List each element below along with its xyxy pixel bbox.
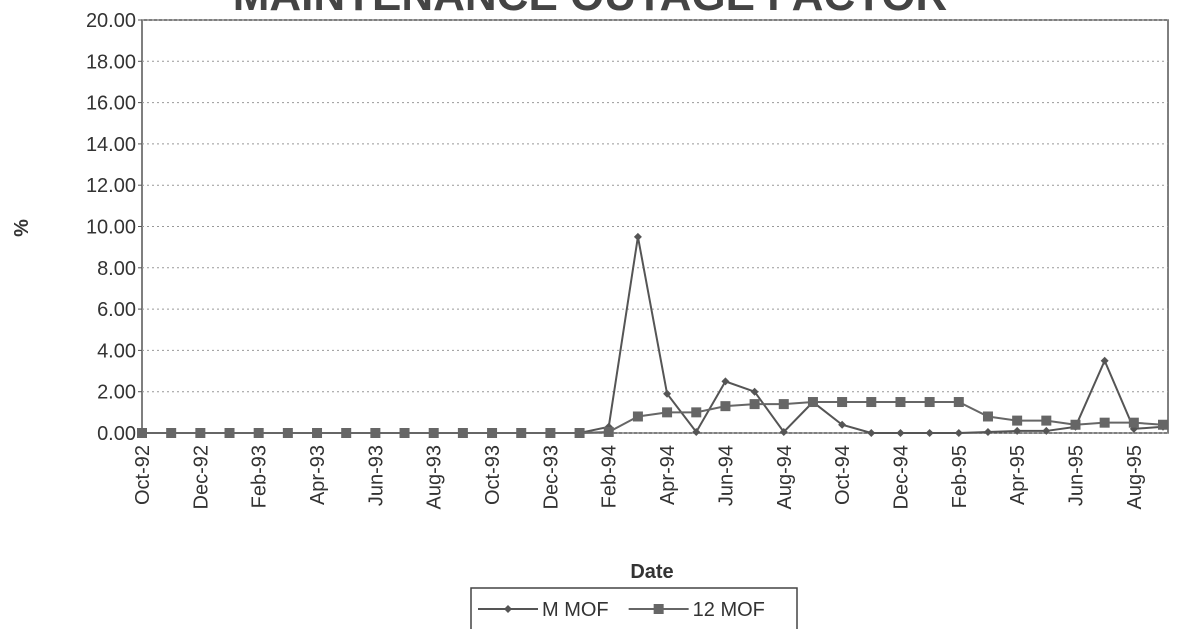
point [1158,419,1168,430]
point [691,407,702,418]
point [282,428,293,438]
x-tick-label: Aug-95 [1124,445,1146,510]
point [633,232,642,241]
legend-marker [504,605,512,613]
point [1041,415,1052,426]
chart-title: MAINTENANCE OUTAGE FACTOR [233,0,948,20]
point [778,399,789,410]
point [983,427,992,436]
point [954,429,963,437]
y-tick-label: 10.00 [86,217,136,239]
point [166,428,177,438]
x-tick-label: Apr-94 [657,445,679,505]
point [312,428,323,438]
point [632,411,643,422]
point [663,389,672,398]
x-tick-label: Jun-95 [1065,445,1087,506]
point [750,387,759,396]
point [399,428,410,438]
point [1070,419,1081,430]
point [692,427,701,436]
point [925,429,934,437]
point [895,397,906,408]
y-tick-label: 4.00 [97,340,136,362]
x-tick-label: Oct-93 [482,445,504,505]
plot-frame [141,19,1169,434]
x-tick-label: Dec-94 [890,445,912,509]
point [545,428,556,438]
y-tick-label: 18.00 [86,51,136,73]
point [1013,426,1022,435]
x-tick-label: Jun-93 [365,445,387,506]
y-tick-label: 0.00 [97,423,136,445]
y-tick-label: 6.00 [97,299,136,321]
x-tick-label: Apr-93 [307,445,329,505]
point [603,426,614,437]
x-tick-label: Feb-93 [249,445,271,508]
point [866,397,877,408]
x-tick-label: Aug-94 [774,445,796,510]
point [195,428,206,438]
legend-box [470,587,798,629]
point [487,428,498,438]
point [721,377,730,386]
point [1100,356,1109,365]
x-tick-label: Oct-94 [832,445,854,505]
point [953,397,964,408]
point [982,411,993,422]
point [807,397,818,408]
point [370,428,381,438]
point [1042,426,1051,435]
point [1128,417,1139,428]
y-tick-label: 20.00 [86,10,136,32]
point [662,407,673,418]
point [224,428,235,438]
legend-marker [653,604,664,614]
series-line [142,401,1164,434]
point [341,428,352,438]
y-tick-label: 8.00 [97,258,136,280]
point [253,428,264,438]
series-line [142,236,1164,434]
point [749,399,760,410]
point [516,428,527,438]
x-tick-label: Jun-94 [715,445,737,506]
x-tick-label: Aug-93 [424,445,446,510]
y-tick-label: 14.00 [86,134,136,156]
y-tick-label: 16.00 [86,93,136,115]
point [574,428,585,438]
point [837,397,848,408]
y-tick-label: 12.00 [86,175,136,197]
legend-label: M MOF [542,599,609,621]
x-tick-label: Apr-95 [1007,445,1029,505]
x-axis-label: Date [630,561,673,583]
point [137,428,147,438]
point [924,397,935,408]
point [838,420,847,429]
y-axis-label: % [11,219,33,237]
x-tick-label: Oct-92 [132,445,154,505]
point [720,401,731,412]
legend-label: 12 MOF [693,599,765,621]
point [1012,415,1023,426]
x-tick-label: Feb-95 [949,445,971,508]
point [779,427,788,436]
point [1099,417,1110,428]
y-tick-label: 2.00 [97,382,136,404]
point [457,428,468,438]
point [867,429,876,437]
x-tick-label: Feb-94 [599,445,621,508]
x-tick-label: Dec-92 [190,445,212,509]
point [896,429,905,437]
x-tick-label: Dec-93 [540,445,562,509]
point [428,428,439,438]
